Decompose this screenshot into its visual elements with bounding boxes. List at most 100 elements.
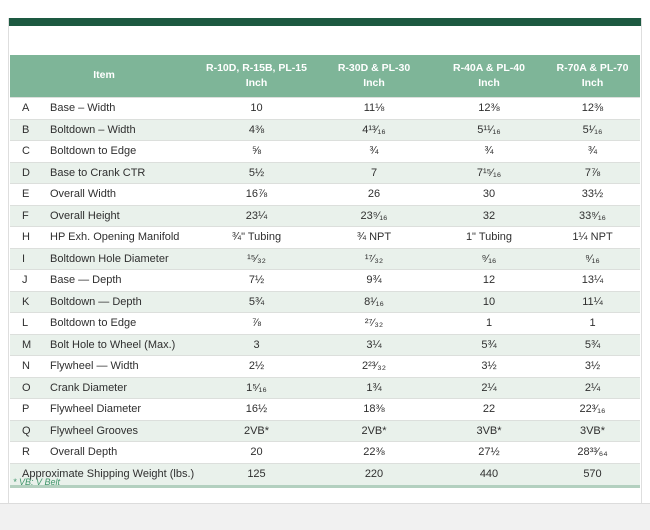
row-value: ¹⁵⁄₃₂ [247, 252, 266, 265]
row-value: 7½ [248, 274, 265, 287]
row-item-label: Boltdown — Depth [50, 295, 142, 308]
table-row: N Flywheel — Width 2½ 2²³⁄₃₂ 3½ 3½ [10, 355, 640, 377]
row-item-label: Flywheel Diameter [50, 403, 142, 416]
row-value: 12 [482, 274, 496, 287]
row-letter: E [22, 188, 30, 201]
row-value: 13¼ [581, 274, 604, 287]
shipping-weight-value: 220 [364, 468, 384, 480]
column-header-line1: R-40A & PL-40 [453, 61, 525, 74]
row-letter: R [22, 446, 30, 459]
row-item-label: Flywheel Grooves [50, 424, 139, 437]
row-value: ⅞ [251, 317, 262, 330]
row-item-label: Overall Height [50, 209, 120, 222]
row-letter: F [22, 209, 29, 222]
row-value: ¾" Tubing [231, 231, 282, 244]
column-header-line1: R-30D & PL-30 [337, 61, 411, 74]
row-value: 2½ [248, 360, 265, 373]
row-value: ¾ NPT [356, 231, 392, 244]
row-value: 16½ [245, 403, 268, 416]
row-value: 9¾ [366, 274, 382, 287]
row-value: 1 [485, 317, 493, 330]
table-row: Q Flywheel Grooves 2VB* 2VB* 3VB* 3VB* [10, 419, 640, 441]
row-value: 12⅜ [581, 102, 604, 115]
row-letter: B [22, 123, 30, 136]
column-header-line2: Inch [363, 77, 385, 89]
page-left-border [8, 18, 9, 504]
row-value: ¾ [587, 145, 598, 158]
row-value: 1" Tubing [465, 231, 513, 244]
row-item-label: HP Exh. Opening Manifold [50, 231, 180, 244]
column-header-line2: Inch [478, 77, 500, 89]
row-item-label: Boltdown – Width [50, 123, 136, 136]
row-value: 1¼ NPT [572, 231, 613, 244]
row-value: 7 [370, 166, 378, 179]
table-row: B Boltdown – Width 4⅜ 4¹³⁄₁₆ 5¹¹⁄₁₆ 5¹⁄₁₆ [10, 118, 640, 140]
table-row: F Overall Height 23¼ 23⁹⁄₁₆ 32 33⁹⁄₁₆ [10, 204, 640, 226]
page-right-border [641, 18, 642, 504]
row-item-label: Boltdown Hole Diameter [50, 252, 169, 265]
row-value: 5¾ [584, 338, 601, 351]
row-item-label: Boltdown to Edge [50, 317, 137, 330]
column-header-model-2: R-30D & PL-30 Inch [315, 61, 433, 91]
bottom-background-strip [0, 503, 650, 530]
row-value: 23⁹⁄₁₆ [360, 209, 388, 222]
row-letter: K [22, 295, 30, 308]
column-header-model-1: R-10D, R-15B, PL-15 Inch [198, 61, 315, 91]
shipping-weight-label: Approximate Shipping Weight (lbs.) [22, 468, 195, 480]
row-value: 20 [250, 446, 263, 459]
row-value: 5¾ [481, 338, 497, 351]
row-value: 22 [482, 403, 496, 416]
row-item-label: Base — Depth [50, 274, 122, 287]
shipping-weight-value: 440 [479, 468, 499, 480]
row-value: 10 [250, 102, 263, 115]
row-letter: P [22, 403, 30, 416]
row-value: 3VB* [476, 424, 502, 437]
row-value: 3½ [584, 360, 601, 373]
row-value: 1¾ [366, 381, 382, 394]
row-value: ⁹⁄₁₆ [481, 252, 497, 265]
row-letter: J [22, 274, 28, 287]
row-item-label: Overall Depth [50, 446, 118, 459]
row-value: 2¼ [584, 381, 601, 394]
row-value: 4⅜ [248, 123, 265, 136]
row-item-label: Crank Diameter [50, 381, 128, 394]
table-row: R Overall Depth 20 22⅜ 27½ 28³³⁄₆₄ [10, 441, 640, 463]
top-rule [9, 18, 641, 26]
row-letter: I [22, 252, 26, 265]
shipping-weight-value: 125 [247, 468, 266, 480]
row-letter: O [22, 381, 31, 394]
table-row: D Base to Crank CTR 5½ 7 7¹⁵⁄₁₆ 7⅞ [10, 161, 640, 183]
shipping-weight-value: 570 [583, 468, 602, 480]
row-value: 8¹⁄₁₆ [364, 295, 384, 308]
row-value: 7⅞ [584, 166, 601, 179]
row-value: ¾ [369, 145, 379, 158]
row-item-label: Base to Crank CTR [50, 166, 146, 179]
table-header-row: Item R-10D, R-15B, PL-15 Inch R-30D & PL… [10, 55, 640, 97]
row-value: 7¹⁵⁄₁₆ [476, 166, 502, 179]
row-value: 12⅜ [478, 102, 500, 115]
row-value: ⅝ [251, 145, 262, 158]
row-letter: Q [22, 424, 31, 437]
row-letter: H [22, 231, 30, 244]
row-value: 28³³⁄₆₄ [577, 446, 608, 459]
table-body: A Base – Width 10 11⅛ 12⅜ 12⅜ B Boltdown – Widt… [10, 97, 640, 463]
table-row: C Boltdown to Edge ⅝ ¾ ¾ ¾ [10, 140, 640, 162]
row-value: 5½ [248, 166, 265, 179]
table-row: K Boltdown — Depth 5¾ 8¹⁄₁₆ 10 11¼ [10, 290, 640, 312]
row-letter: A [22, 102, 30, 115]
row-letter: D [22, 166, 30, 179]
row-value: 5¾ [248, 295, 265, 308]
row-letter: L [22, 317, 29, 330]
column-header-line2: Inch [581, 77, 604, 89]
row-value: 22³⁄₁₆ [579, 403, 606, 416]
row-value: 2²³⁄₃₂ [361, 360, 387, 373]
column-header-line1: R-10D, R-15B, PL-15 [206, 61, 307, 74]
row-value: ²⁷⁄₃₂ [364, 317, 384, 330]
table-row: P Flywheel Diameter 16½ 18⅜ 22 22³⁄₁₆ [10, 398, 640, 420]
row-value: 4¹³⁄₁₆ [362, 123, 386, 136]
row-value: ⁹⁄₁₆ [585, 252, 600, 265]
column-header-item: Item [93, 69, 115, 82]
table-row: H HP Exh. Opening Manifold ¾" Tubing ¾ NPT 1… [10, 226, 640, 248]
row-value: 27½ [478, 446, 500, 459]
